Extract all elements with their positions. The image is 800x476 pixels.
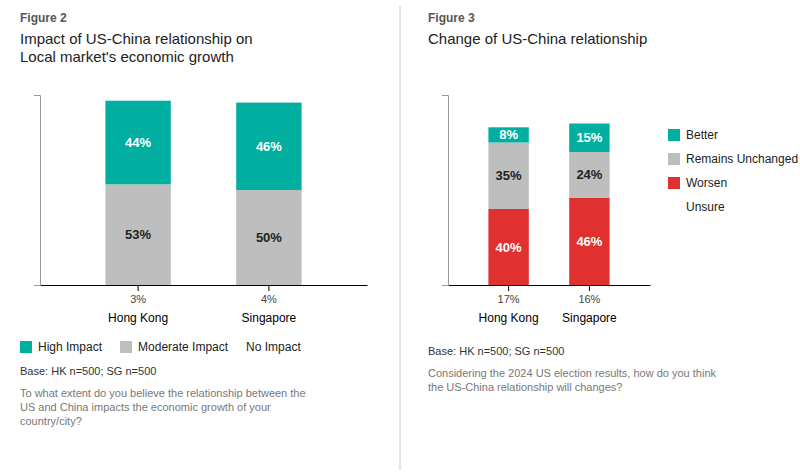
data-label: 46% [256,139,282,154]
data-labels: 53% 50% 44% 46% [125,135,282,245]
data-label: 8% [499,127,518,142]
bar-segment [236,190,301,285]
plot-area [488,124,609,286]
x-axis: Hong Kong Singapore [41,285,368,325]
subtitle: Figure 3 [428,11,475,25]
subtitle: Figure 2 [20,11,67,25]
title: Change of US-China relationship [428,30,647,47]
value-below-axis: 17% [498,293,520,305]
data-label: 46% [576,234,602,249]
divider [400,6,401,470]
bar-segment [569,124,609,153]
data-labels: 40% 46% 35% 24% 8% 15% [496,127,603,254]
title-line: Change of US-China relationship [428,30,647,47]
x-tick: Singapore [242,285,297,325]
annotation: Base: HK n=500; SG n=500 [428,345,564,357]
x-tick-label: Hong Kong [108,311,168,325]
value-below-axis: 3% [130,293,146,305]
title-line: Local market's economic growth [20,48,234,65]
annotation: Base: HK n=500; SG n=500 [20,365,156,377]
legend-entry: No Impact [246,340,301,354]
annotation-line: country/city? [20,415,82,427]
bar-segment [105,184,170,285]
x-tick: Hong Kong [479,285,539,325]
annotation-line: To what extent do you believe the relati… [20,387,306,399]
data-label: 40% [496,240,522,255]
legend-entry: High Impact [38,340,103,354]
annotation: To what extent do you believe the relati… [20,387,306,427]
data-label: 53% [125,227,151,242]
legend: High Impact Moderate Impact No Impact [20,340,301,354]
bar-segment [569,198,609,285]
annotation-line: Considering the 2024 US election results… [428,367,717,379]
x-axis-line [41,285,368,286]
x-tick-mark [589,285,590,291]
x-tick: Hong Kong [108,285,168,325]
legend: Better Remains Unchanged Worsen Unsure [668,128,798,214]
value-below-axis: 16% [578,293,600,305]
x-tick-label: Singapore [562,311,617,325]
x-axis: Hong Kong Singapore [449,285,651,325]
x-tick-mark [508,285,509,291]
title-line: Impact of US-China relationship on [20,30,253,47]
legend-swatch [120,341,132,353]
legend-entry: Worsen [686,176,727,190]
legend-entry: Unsure [686,200,725,214]
data-label: 35% [496,168,522,183]
annotation-line: US and China impacts the economic growth… [20,401,271,413]
legend-entry: Remains Unchanged [686,152,798,166]
bar-segment [488,143,528,210]
legend-entry: Moderate Impact [138,340,229,354]
x-tick-label: Hong Kong [479,311,539,325]
chart-panel: Figure 2 Impact of US-China relationship … [20,11,368,427]
bar-segment [569,152,609,198]
value-below-axis: 4% [261,293,277,305]
x-tick-mark [268,285,269,291]
x-tick-mark [138,285,139,291]
annotation: Considering the 2024 US election results… [428,367,717,393]
legend-entry: Better [686,128,718,142]
bar-segment [488,209,528,285]
bar-segment [105,101,170,185]
annotation-line: the US-China relationship will changes? [428,381,622,393]
legend-swatch [668,153,680,165]
legend-swatch [668,129,680,141]
y-axis [34,96,41,286]
x-tick-label: Singapore [242,311,297,325]
y-axis-line [34,96,41,286]
annotation-line: Base: HK n=500; SG n=500 [428,345,564,357]
legend-swatch [668,177,680,189]
data-label: 15% [576,130,602,145]
data-label: 50% [256,230,282,245]
y-axis-line [442,96,449,286]
y-axis [442,96,449,286]
figure: Figure 2 Impact of US-China relationship … [0,0,800,476]
plot-area [105,101,301,285]
title: Impact of US-China relationship onLocal … [20,30,253,65]
chart-panel: Figure 3 Change of US-China relationship 4… [428,11,798,393]
data-label: 24% [576,167,602,182]
data-label: 44% [125,135,151,150]
x-tick: Singapore [562,285,617,325]
bar-segment [236,103,301,190]
x-axis-line [449,285,651,286]
annotation-line: Base: HK n=500; SG n=500 [20,365,156,377]
bar-segment [488,127,528,142]
legend-swatch [20,341,32,353]
